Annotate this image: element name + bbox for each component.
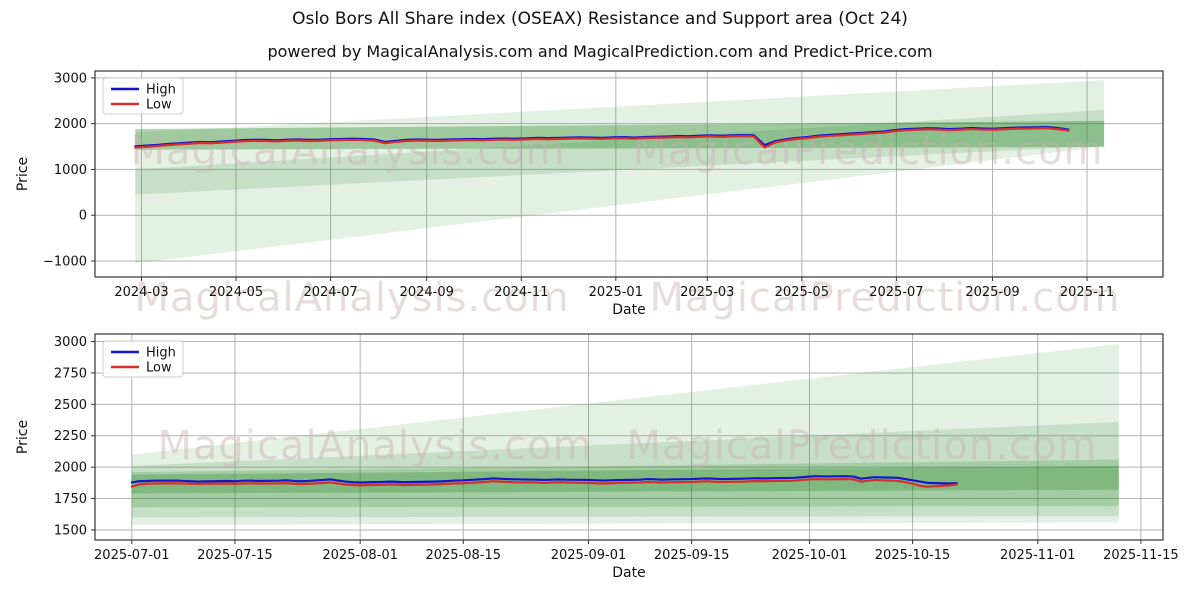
watermark-text: MagicalPrediction.com [650, 275, 1121, 321]
y-tick-label: 2250 [54, 429, 87, 444]
y-tick-label: 0 [79, 209, 87, 224]
x-axis-title: Date [612, 565, 645, 581]
y-tick-label: 1000 [54, 163, 87, 178]
y-tick-label: 1750 [54, 492, 87, 507]
x-tick-label: 2024-09 [400, 285, 454, 300]
x-tick-label: 2025-08-15 [425, 548, 501, 563]
y-tick-label: 1500 [54, 523, 87, 538]
x-tick-label: 2024-07 [303, 285, 357, 300]
y-tick-label: 3000 [54, 71, 87, 86]
y-tick-label: 3000 [54, 335, 87, 350]
x-tick-label: 2024-11 [494, 285, 548, 300]
y-tick-label: 2750 [54, 366, 87, 381]
x-tick-label: 2025-07 [869, 285, 923, 300]
x-tick-label: 2025-10-01 [772, 548, 848, 563]
watermark-text: MagicalAnalysis.com [157, 423, 592, 469]
legend-label: High [146, 346, 176, 361]
x-tick-label: 2025-07-01 [94, 548, 170, 563]
legend-label: Low [146, 361, 172, 376]
legend-label: High [146, 83, 176, 98]
x-tick-label: 2025-11-15 [1103, 548, 1179, 563]
support-resistance-band [131, 421, 1119, 518]
support-resistance-band [135, 80, 1105, 264]
chart-subtitle: powered by MagicalAnalysis.com and Magic… [267, 42, 933, 61]
legend-label: Low [146, 98, 172, 113]
y-axis-title: Price [15, 157, 31, 191]
x-tick-label: 2025-10-15 [875, 548, 951, 563]
y-tick-label: 2000 [54, 461, 87, 476]
daily-history-chart-background [95, 71, 1163, 277]
low-line [130, 477, 958, 488]
y-tick-label: 2000 [54, 117, 87, 132]
x-tick-label: 2025-03 [680, 285, 734, 300]
y-axis-title: Price [15, 420, 31, 454]
high-line [130, 475, 958, 485]
low-line [134, 127, 1070, 149]
x-tick-label: 2025-09-01 [551, 548, 627, 563]
axis-spine [94, 70, 1164, 278]
watermark-text: MagicalAnalysis.com [130, 128, 565, 174]
recent-detail-chart-foreground: 2025-07-01 2025-07-15 2025-08-01 2025-08-15… [15, 333, 1179, 581]
x-tick-label: 2025-05 [775, 285, 829, 300]
daily-history-chart-foreground: 2024-03 2024-05 2024-07 2024-09 2024-11 2025-… [15, 70, 1164, 318]
y-tick-label: 2500 [54, 398, 87, 413]
x-axis-title: Date [612, 302, 645, 318]
watermark-text: MagicalPrediction.com [627, 423, 1098, 469]
chart-title: Oslo Bors All Share index (OSEAX) Resist… [292, 9, 908, 29]
x-tick-label: 2025-11 [1060, 285, 1114, 300]
axis-spine [94, 333, 1164, 541]
x-tick-label: 2025-11-01 [1000, 548, 1076, 563]
x-tick-label: 2024-03 [114, 285, 168, 300]
x-tick-label: 2025-09-15 [654, 548, 730, 563]
x-tick-label: 2025-01 [589, 285, 643, 300]
y-tick-label: −1000 [43, 254, 87, 269]
watermark-text: MagicalAnalysis.com [134, 275, 569, 321]
x-tick-label: 2024-05 [209, 285, 263, 300]
x-tick-label: 2025-08-01 [322, 548, 398, 563]
x-tick-label: 2025-09 [965, 285, 1019, 300]
support-resistance-band [135, 109, 1105, 195]
x-tick-label: 2025-07-15 [197, 548, 273, 563]
